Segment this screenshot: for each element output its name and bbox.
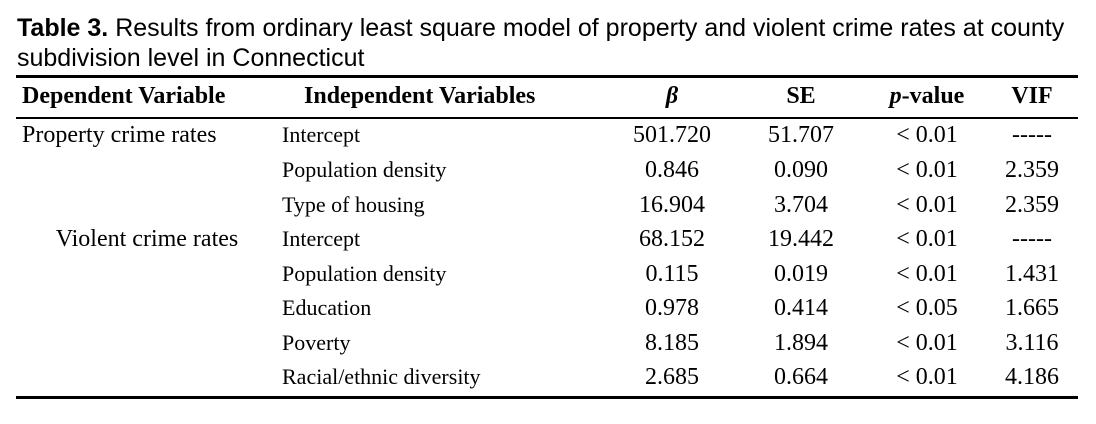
cell-vif: 2.359	[1005, 192, 1059, 218]
cell-independent-variable: Population density	[282, 261, 447, 286]
cell-independent-variable: Population density	[282, 157, 447, 182]
table-row: Population density 0.115 0.019 < 0.01 1.431	[16, 259, 1078, 294]
cell-vif: -----	[1012, 122, 1052, 148]
table-caption-label: Table 3.	[17, 14, 109, 42]
cell-beta: 16.904	[639, 192, 705, 218]
cell-se: 19.442	[768, 226, 834, 252]
cell-dependent-variable: Violent crime rates	[55, 226, 239, 252]
cell-p-value: < 0.01	[896, 364, 958, 390]
cell-p-value: < 0.01	[896, 157, 958, 183]
cell-vif: 1.431	[1005, 261, 1059, 287]
cell-se: 51.707	[768, 122, 834, 148]
table-header-rule	[16, 117, 1078, 119]
header-p-value: p-value	[872, 83, 982, 110]
header-se: SE	[786, 83, 816, 109]
header-p-italic: p	[889, 83, 902, 109]
cell-vif: 4.186	[1005, 364, 1059, 390]
cell-beta: 0.846	[645, 157, 699, 183]
cell-vif: 1.665	[1005, 295, 1059, 321]
table-row: Property crime rates Intercept 501.720 51.7…	[16, 120, 1078, 155]
table-row: Type of housing 16.904 3.704 < 0.01 2.359	[16, 190, 1078, 225]
cell-vif: 2.359	[1005, 157, 1059, 183]
table-caption: Table 3. Results from ordinary least squ…	[17, 13, 1087, 73]
table-header-row: Dependent Variable Independent Variables…	[16, 78, 1078, 116]
cell-vif: -----	[1012, 226, 1052, 252]
header-vif: VIF	[1011, 83, 1053, 109]
cell-dependent-variable: Property crime rates	[22, 122, 217, 148]
cell-se: 1.894	[774, 330, 828, 356]
header-dependent-variable: Dependent Variable	[22, 83, 226, 109]
cell-independent-variable: Intercept	[282, 226, 361, 251]
cell-independent-variable: Poverty	[282, 330, 351, 355]
cell-independent-variable: Education	[282, 295, 372, 320]
table-row: Education 0.978 0.414 < 0.05 1.665	[16, 293, 1078, 328]
table-row: Racial/ethnic diversity 2.685 0.664 < 0.01 4…	[16, 362, 1078, 397]
cell-se: 0.019	[774, 261, 828, 287]
header-p-suffix: -value	[901, 83, 965, 109]
cell-independent-variable: Racial/ethnic diversity	[282, 364, 481, 389]
cell-vif: 3.116	[1005, 330, 1059, 356]
cell-beta: 501.720	[633, 122, 711, 148]
cell-beta: 0.115	[645, 261, 699, 287]
cell-se: 0.664	[774, 364, 828, 390]
table-row: Violent crime rates Intercept 68.152 19.442…	[16, 224, 1078, 259]
table-row: Population density 0.846 0.090 < 0.01 2.359	[16, 155, 1078, 190]
table-row: Poverty 8.185 1.894 < 0.01 3.116	[16, 328, 1078, 363]
cell-p-value: < 0.01	[896, 192, 958, 218]
cell-independent-variable: Type of housing	[282, 192, 425, 217]
cell-p-value: < 0.01	[896, 261, 958, 287]
header-independent-variables: Independent Variables	[304, 83, 536, 109]
cell-p-value: < 0.01	[896, 122, 958, 148]
cell-se: 0.414	[774, 295, 828, 321]
header-beta: β	[665, 83, 679, 109]
cell-se: 0.090	[774, 157, 828, 183]
cell-beta: 68.152	[639, 226, 705, 252]
table-top-rule	[16, 75, 1078, 78]
table-bottom-rule	[16, 396, 1078, 399]
cell-p-value: < 0.05	[896, 295, 958, 321]
cell-se: 3.704	[774, 192, 828, 218]
cell-beta: 2.685	[645, 364, 699, 390]
cell-independent-variable: Intercept	[282, 122, 361, 147]
cell-beta: 8.185	[645, 330, 699, 356]
cell-p-value: < 0.01	[896, 330, 958, 356]
table-caption-text: Results from ordinary least square model…	[17, 14, 1065, 72]
cell-beta: 0.978	[645, 295, 699, 321]
cell-p-value: < 0.01	[896, 226, 958, 252]
